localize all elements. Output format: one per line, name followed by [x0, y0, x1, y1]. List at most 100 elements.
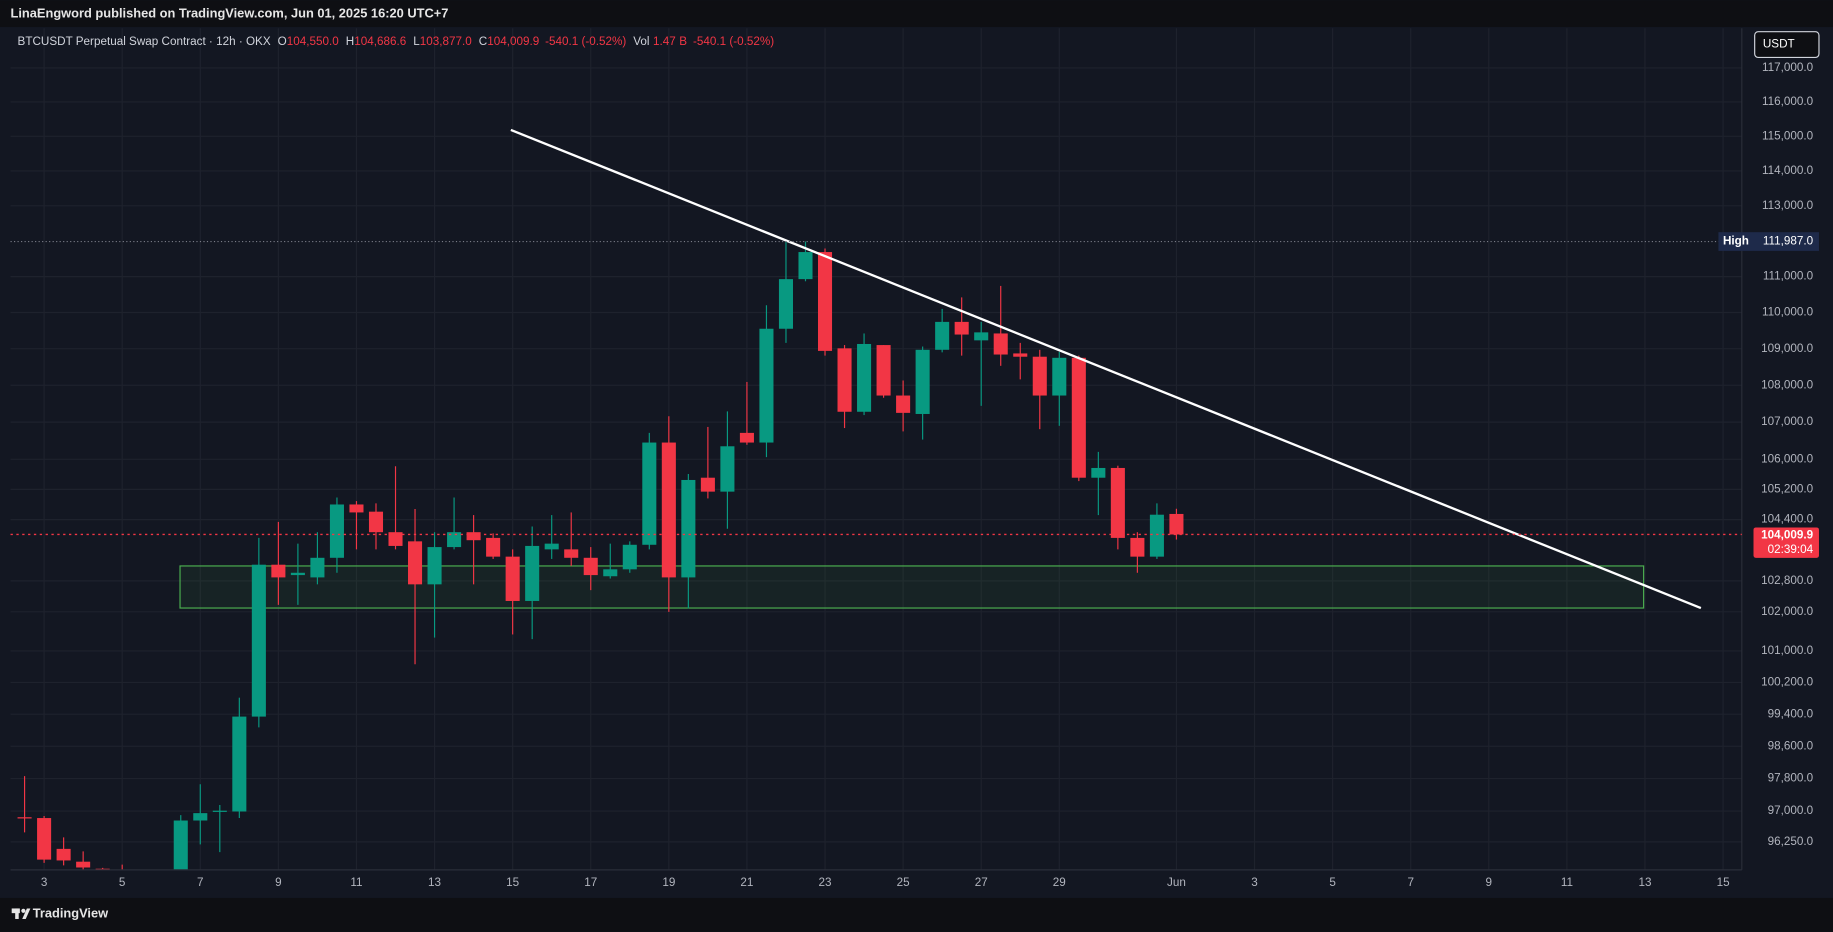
legend-key: Vol: [633, 35, 649, 48]
candle-body: [876, 345, 891, 396]
y-tick-label: 98,600.0: [1768, 739, 1814, 752]
legend-key: L: [413, 35, 420, 48]
candle-body: [447, 532, 462, 548]
last-price-box: [1753, 527, 1819, 558]
candle-body: [505, 556, 520, 601]
y-tick-label: 109,000.0: [1761, 342, 1813, 355]
candle-body: [17, 817, 32, 819]
y-tick-label: 100,200.0: [1761, 676, 1813, 689]
y-tick-label: 101,000.0: [1761, 644, 1813, 657]
candle-body: [427, 547, 442, 585]
candle-body: [817, 252, 833, 351]
candle-body: [700, 477, 715, 492]
candle-body: [232, 716, 247, 812]
candle-body: [1130, 537, 1145, 557]
candle-body: [1091, 467, 1106, 478]
candle-body: [193, 813, 208, 821]
legend-key: H: [346, 35, 354, 48]
candle-body: [974, 332, 989, 341]
x-tick-label: 23: [819, 876, 832, 889]
candle-body: [1110, 467, 1125, 538]
x-tick-label: 15: [506, 876, 519, 889]
candle-body: [642, 442, 657, 545]
y-tick-label: 96,250.0: [1768, 835, 1814, 848]
high-name: High: [1723, 235, 1749, 248]
y-tick-label: 102,000.0: [1761, 605, 1813, 618]
legend: BTCUSDT Perpetual Swap Contract · 12h · …: [18, 35, 775, 48]
candle-body: [954, 321, 969, 335]
candle-body: [661, 442, 676, 578]
candle-body: [603, 569, 618, 577]
candle-body: [1032, 356, 1047, 396]
candle-body: [290, 572, 305, 576]
grid: [10, 28, 1742, 870]
candles: [17, 241, 1184, 870]
legend-key: C: [479, 35, 487, 48]
candle-body: [349, 504, 364, 513]
y-tick-label: 106,000.0: [1761, 452, 1813, 465]
candle-body: [56, 848, 71, 861]
x-tick-label: 5: [119, 876, 126, 889]
x-tick-label: 9: [275, 876, 282, 889]
legend-key: O: [278, 35, 287, 48]
x-tick-label: 13: [1638, 876, 1651, 889]
y-tick-label: 107,000.0: [1761, 415, 1813, 428]
countdown: 02:39:04: [1768, 543, 1814, 556]
brand: TradingView: [33, 906, 109, 921]
x-tick-label: 3: [1251, 876, 1258, 889]
legend-value: 1.47: [653, 35, 676, 48]
candle-body: [622, 544, 637, 570]
candle-body: [37, 818, 52, 860]
x-tick-label: 15: [1717, 876, 1731, 889]
currency[interactable]: USDT: [1763, 38, 1795, 51]
candle-body: [310, 557, 325, 578]
x-tick-label: 13: [428, 876, 441, 889]
y-tick-label: 114,000.0: [1762, 164, 1814, 177]
candle-body: [466, 532, 481, 541]
y-tick-label: 104,400.0: [1761, 513, 1813, 526]
candle-body: [1071, 357, 1086, 478]
legend-value: 104,686.6: [354, 35, 406, 48]
y-tick-label: 105,200.0: [1761, 482, 1813, 495]
candle-body: [1149, 514, 1164, 557]
candle-body: [1169, 513, 1184, 535]
x-tick-label: 29: [1053, 876, 1066, 889]
y-tick-label: 97,000.0: [1768, 804, 1814, 817]
x-tick-label: 11: [1561, 876, 1573, 889]
legend-value: 104,009.9: [487, 35, 539, 48]
axes: 96,250.0 97,000.0 97,800.0 98,600.0 99,400.0…: [41, 61, 1814, 889]
candle-body: [564, 549, 579, 558]
last-price: 104,009.9: [1761, 529, 1813, 542]
x-tick-label: 27: [975, 876, 988, 889]
candle-body: [681, 479, 696, 578]
support-zone: [179, 565, 1645, 609]
y-tick-label: 116,000.0: [1762, 95, 1814, 108]
y-tick-label: 115,000.0: [1762, 129, 1814, 142]
candle-body: [915, 349, 930, 414]
brand-logo: [11, 908, 31, 919]
legend-unit: B: [679, 35, 687, 48]
candle-body: [935, 321, 950, 350]
legend-change: -540.1 (-0.52%): [693, 35, 774, 48]
x-tick-label: 7: [197, 876, 204, 889]
footer-bar: [0, 897, 1833, 932]
candle-body: [368, 511, 384, 533]
x-tick-label: 25: [897, 876, 911, 889]
trend-line: [510, 128, 1702, 610]
y-tick-label: 99,400.0: [1768, 707, 1814, 720]
candle-body: [720, 446, 735, 492]
y-tick-label: 102,800.0: [1761, 574, 1813, 587]
x-tick-label: 9: [1486, 876, 1493, 889]
candle-body: [739, 432, 754, 443]
candle-body: [896, 395, 911, 413]
x-tick-label: 5: [1329, 876, 1336, 889]
candle-body: [271, 564, 286, 578]
publisher: LinaEngword published on TradingView.com…: [11, 6, 449, 21]
candle-body: [76, 861, 91, 868]
y-tick-label: 108,000.0: [1761, 378, 1813, 391]
legend-value: 104,550.0: [287, 35, 339, 48]
currency-button[interactable]: [1754, 31, 1820, 59]
x-tick-label: 17: [584, 876, 597, 889]
